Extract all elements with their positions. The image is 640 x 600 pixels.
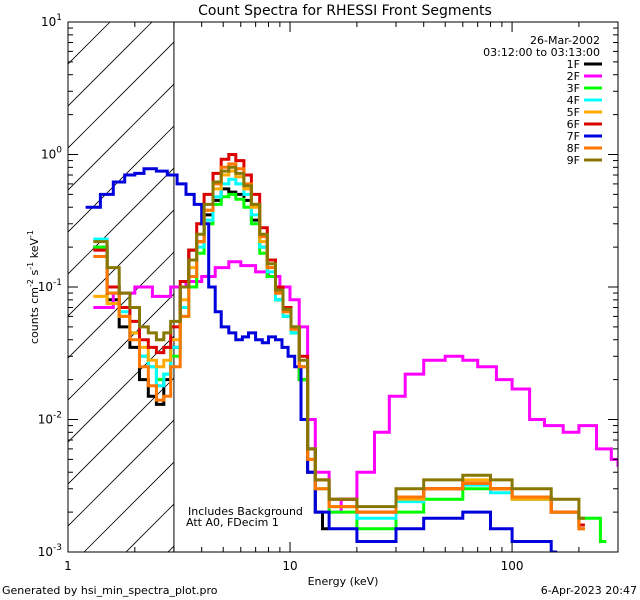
legend-label-7f: 7F [567, 130, 580, 143]
y-tick-label: 10-2 [38, 411, 62, 427]
x-tick-label: 1 [64, 559, 72, 573]
legend-label-3f: 3F [567, 82, 580, 95]
hatch-line [68, 209, 174, 317]
y-axis-label-base: counts cm [28, 287, 41, 344]
hatch-line [68, 377, 174, 485]
series-line-2f [93, 260, 618, 514]
x-tick-label: 10 [282, 559, 297, 573]
series-line-5f [93, 169, 585, 531]
footer-date: 6-Apr-2023 20:47 [541, 584, 637, 597]
annotation-background: Includes Background [188, 505, 303, 518]
x-tick-label: 100 [501, 559, 524, 573]
y-tick-label: 10-1 [38, 278, 62, 294]
y-axis-label-exp3: -1 [26, 230, 35, 238]
legend-label-5f: 5F [567, 106, 580, 119]
y-tick-label: 101 [41, 13, 62, 29]
x-axis-label: Energy (keV) [308, 575, 379, 588]
y-tick-label: 10-3 [38, 543, 62, 559]
legend-label-4f: 4F [567, 94, 580, 107]
legend-label-8f: 8F [567, 142, 580, 155]
hatch-line [68, 83, 174, 191]
legend-label-2f: 2F [567, 70, 580, 83]
y-axis-label-exp2: -1 [26, 262, 35, 270]
series-line-9f [93, 165, 585, 520]
series-line-4f [93, 177, 585, 531]
footer-generated-by: Generated by hsi_min_spectra_plot.pro [2, 584, 218, 597]
date-label: 26-Mar-2002 [530, 34, 600, 47]
legend-label-1f: 1F [567, 58, 580, 71]
hatch-line [83, 461, 174, 552]
y-axis-label-unit: keV [28, 238, 41, 262]
hatch-line [125, 503, 174, 552]
y-axis-label-mid: s [28, 269, 41, 278]
hatch-line [68, 41, 174, 149]
y-axis-label-exp1: -2 [26, 279, 35, 287]
legend-label-9f: 9F [567, 154, 580, 167]
hatch-line [68, 293, 174, 401]
time-range-label: 03:12:00 to 03:13:00 [483, 46, 600, 59]
legend-label-6f: 6F [567, 118, 580, 131]
series-line-7f [85, 167, 558, 552]
y-axis-label: counts cm-2 s-1 keV-1 [26, 230, 41, 344]
y-tick-label: 100 [41, 146, 62, 162]
chart-title: Count Spectra for RHESSI Front Segments [198, 3, 492, 19]
annotation-attenuator: Att A0, FDecim 1 [186, 516, 279, 529]
hatch-line [68, 419, 174, 527]
